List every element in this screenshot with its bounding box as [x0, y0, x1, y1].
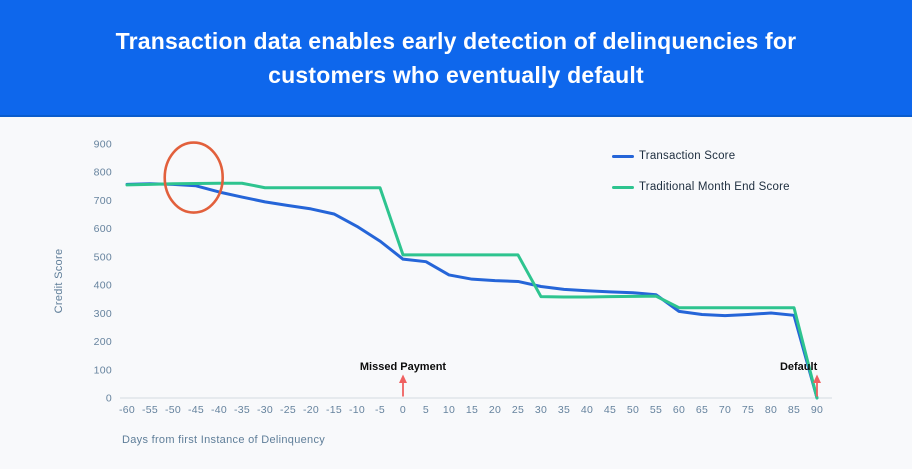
traditional-month-end-score-line-swatch [612, 185, 634, 189]
credit-score-line-chart: -60 -55 -50 -45 -40 -35 -30 -25 -20 -15 -10 -5 0 5 10 1… [53, 139, 832, 446]
x-tick-label: -30 [257, 404, 273, 416]
y-tick-label: 800 [94, 167, 112, 179]
x-tick-label: -15 [326, 404, 342, 416]
x-tick-label: 50 [627, 404, 639, 416]
transaction-score-legend-label: Transaction Score [639, 150, 736, 162]
y-tick-label: 100 [94, 364, 112, 376]
x-tick-label: 85 [788, 404, 800, 416]
x-tick-label: -25 [280, 404, 296, 416]
y-tick-label: 200 [94, 336, 112, 348]
x-tick-label: 45 [604, 404, 616, 416]
x-tick-label: 65 [696, 404, 708, 416]
default-label: Default [780, 361, 818, 373]
x-tick-label: 90 [811, 404, 823, 416]
x-tick-label: -55 [142, 404, 158, 416]
x-tick-label: 0 [400, 404, 406, 416]
legend-item-transaction-score: Transaction Score [612, 148, 790, 164]
default-arrow-head [813, 374, 821, 383]
x-tick-label: 55 [650, 404, 662, 416]
x-tick-label: 20 [489, 404, 501, 416]
x-tick-label: -35 [234, 404, 250, 416]
x-tick-label: -60 [119, 404, 135, 416]
x-tick-label: 40 [581, 404, 593, 416]
y-tick-label: 400 [94, 280, 112, 292]
transaction-score-line-swatch [612, 154, 634, 158]
x-tick-label: 10 [443, 404, 455, 416]
header-banner: Transaction data enables early detection… [0, 0, 912, 117]
chart-region: -60 -55 -50 -45 -40 -35 -30 -25 -20 -15 -10 -5 0 5 10 1… [0, 117, 912, 469]
y-tick-label: 900 [94, 139, 112, 151]
x-tick-label: 75 [742, 404, 754, 416]
x-tick-label: -10 [349, 404, 365, 416]
series-line-traditional-month-end-score [125, 181, 819, 400]
y-axis-title: Credit Score [53, 249, 65, 314]
page-title: Transaction data enables early detection… [0, 0, 912, 92]
y-tick-label: 700 [94, 195, 112, 207]
x-tick-label: 70 [719, 404, 731, 416]
x-tick-label: 60 [673, 404, 685, 416]
x-tick-label: 5 [423, 404, 429, 416]
traditional-month-end-score-legend-label: Traditional Month End Score [639, 181, 790, 193]
x-tick-label: -40 [211, 404, 227, 416]
page-title-line-1: Transaction data enables early detection… [115, 28, 797, 54]
page-title-line-2: customers who eventually default [268, 62, 644, 88]
early-detection-highlight-circle [163, 141, 224, 214]
chart-legend: Transaction Score Traditional Month End … [612, 148, 790, 210]
x-tick-label: 25 [512, 404, 524, 416]
y-tick-label: 300 [94, 308, 112, 320]
y-tick-label: 0 [106, 393, 112, 405]
x-axis-title: Days from first Instance of Delinquency [122, 434, 325, 446]
missed-payment-label: Missed Payment [360, 361, 447, 373]
x-tick-label: -5 [375, 404, 385, 416]
x-tick-label: -45 [188, 404, 204, 416]
x-tick-label: 80 [765, 404, 777, 416]
legend-item-traditional-month-end-score: Traditional Month End Score [612, 179, 790, 195]
x-tick-label: 35 [558, 404, 570, 416]
x-tick-label: -50 [165, 404, 181, 416]
series-line-transaction-score [125, 182, 819, 400]
y-tick-label: 600 [94, 223, 112, 235]
x-tick-label: 15 [466, 404, 478, 416]
x-tick-label: 30 [535, 404, 547, 416]
x-tick-label: -20 [303, 404, 319, 416]
y-tick-label: 500 [94, 251, 112, 263]
missed-payment-arrow-head [399, 374, 407, 383]
